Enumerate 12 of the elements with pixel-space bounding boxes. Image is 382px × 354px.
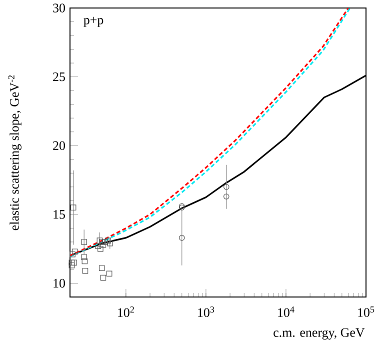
x-tick-label: 10$^{5}$ bbox=[358, 306, 374, 317]
y-tick-label: 10 bbox=[54, 278, 65, 288]
x-tick-label: 10$^{4}$ bbox=[278, 306, 294, 317]
x-tick-label: 10$^{3}$ bbox=[198, 306, 214, 317]
x-axis-title: c.m. energy, GeV bbox=[274, 328, 365, 340]
y-tick-label: 20 bbox=[53, 141, 65, 150]
y-tick-label: 25 bbox=[53, 72, 65, 82]
annotation: p+p bbox=[84, 16, 104, 27]
y-axis-title: elastic scattering slope, GeV$^{-2}$ bbox=[8, 75, 22, 230]
y-tick-label: 30 bbox=[53, 4, 65, 12]
y-tick-label: 15 bbox=[54, 210, 65, 219]
x-tick-label: 10$^{2}$ bbox=[118, 306, 134, 317]
